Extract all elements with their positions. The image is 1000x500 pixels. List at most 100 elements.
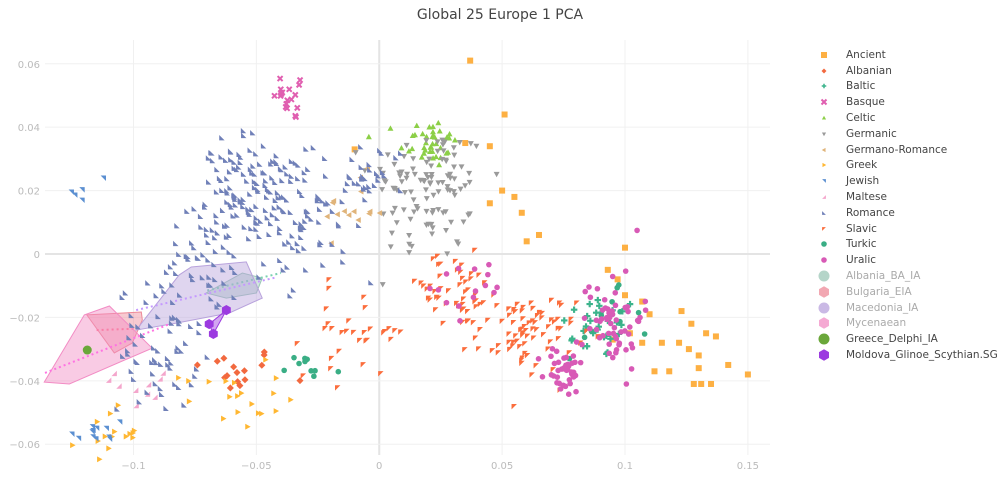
legend-item-celtic[interactable]: Celtic bbox=[818, 110, 998, 126]
romance-point bbox=[120, 353, 126, 359]
germanic-point bbox=[391, 186, 398, 192]
x-tick-label: −0.1 bbox=[121, 461, 145, 472]
greek-point bbox=[263, 356, 269, 363]
germanic-point bbox=[403, 142, 410, 149]
uralic-point bbox=[628, 366, 635, 372]
legend-item-basque[interactable]: Basque bbox=[818, 94, 998, 110]
romance-point bbox=[342, 187, 349, 193]
slavic-point bbox=[437, 273, 443, 280]
germanic-point bbox=[393, 220, 400, 226]
x-tick-label: 0.05 bbox=[491, 461, 513, 472]
albanian-point bbox=[233, 369, 241, 377]
legend-item-maltese[interactable]: Maltese bbox=[818, 189, 998, 205]
legend-marker-icon bbox=[821, 68, 827, 74]
legend-item-albania-ba-ia[interactable]: Albania_BA_IA bbox=[818, 268, 998, 284]
legend-item-jewish[interactable]: Jewish bbox=[818, 173, 998, 189]
legend-item-albanian[interactable]: Albanian bbox=[818, 63, 998, 79]
uralic-point bbox=[586, 284, 592, 290]
romance-point bbox=[273, 152, 280, 159]
slavic-point bbox=[568, 320, 574, 327]
romance-point bbox=[274, 189, 281, 196]
uralic-point bbox=[642, 298, 649, 305]
legend-item-romance[interactable]: Romance bbox=[818, 205, 998, 221]
greek-point bbox=[239, 390, 245, 397]
legend-item-germanic[interactable]: Germanic bbox=[818, 126, 998, 142]
romance-point bbox=[232, 269, 238, 276]
ancient-point bbox=[639, 298, 646, 305]
romance-point bbox=[206, 179, 212, 185]
baltic-point bbox=[582, 323, 590, 330]
legend-item-uralic[interactable]: Uralic bbox=[818, 252, 998, 268]
celtic-point bbox=[451, 137, 458, 143]
legend-item-bulgaria-eia[interactable]: Bulgaria_EIA bbox=[818, 284, 998, 300]
slavic-point bbox=[506, 306, 512, 312]
romance-point bbox=[245, 206, 251, 212]
legend-item-baltic[interactable]: Baltic bbox=[818, 79, 998, 95]
romance-point bbox=[261, 261, 267, 267]
romance-point bbox=[298, 234, 304, 240]
legend-item-greek[interactable]: Greek bbox=[818, 158, 998, 174]
greek-point bbox=[288, 396, 294, 403]
slavic-point bbox=[476, 272, 482, 279]
slavic-point bbox=[511, 403, 517, 410]
legend-item-moldova-glinoe-scythian-sg[interactable]: Moldova_Glinoe_Scythian.SG bbox=[818, 347, 998, 363]
basque-point bbox=[295, 81, 303, 89]
romance-point bbox=[229, 264, 235, 270]
ancient-point bbox=[518, 209, 525, 216]
romance-point bbox=[207, 282, 214, 288]
legend-item-turkic[interactable]: Turkic bbox=[818, 237, 998, 253]
germanic-point bbox=[403, 175, 410, 182]
germanic-point bbox=[430, 207, 437, 214]
romance-point bbox=[299, 192, 305, 199]
romance-point bbox=[356, 180, 362, 187]
ancient-point bbox=[523, 238, 530, 245]
ancient-point bbox=[622, 244, 628, 251]
slavic-point bbox=[514, 301, 521, 308]
uralic-point bbox=[577, 359, 584, 366]
greek-point bbox=[102, 433, 109, 440]
legend-item-macedonia-ia[interactable]: Macedonia_IA bbox=[818, 300, 998, 316]
germanic-point bbox=[423, 138, 430, 144]
baltic-point bbox=[594, 296, 602, 304]
y-tick-label: 0.06 bbox=[18, 60, 40, 71]
romance-point bbox=[279, 177, 285, 184]
slavic-point bbox=[507, 346, 513, 353]
uralic-point bbox=[622, 304, 629, 311]
romance-point bbox=[232, 202, 239, 208]
uralic-point bbox=[587, 294, 594, 301]
germanic-point bbox=[377, 166, 384, 173]
legend-item-germano-romance[interactable]: Germano-Romance bbox=[818, 142, 998, 158]
legend-item-mycenaean[interactable]: Mycenaean bbox=[818, 316, 998, 332]
romance-point bbox=[157, 385, 164, 392]
slavic-point bbox=[510, 343, 516, 349]
greek-point bbox=[249, 401, 255, 407]
legend-item-greece-delphi-ia[interactable]: Greece_Delphi_IA bbox=[818, 331, 998, 347]
legend-item-ancient[interactable]: Ancient bbox=[818, 47, 998, 63]
romance-point bbox=[131, 376, 137, 382]
uralic-point bbox=[606, 350, 613, 357]
ancient-point bbox=[499, 187, 506, 194]
romance-point bbox=[128, 368, 135, 374]
germanic-point bbox=[466, 170, 473, 177]
germanic-point bbox=[407, 216, 414, 223]
legend-marker-icon bbox=[819, 286, 829, 298]
baltic-point bbox=[580, 327, 587, 335]
slavic-point bbox=[472, 247, 478, 254]
romance-point bbox=[224, 175, 230, 182]
romance-point bbox=[256, 274, 262, 280]
romance-point bbox=[231, 159, 237, 165]
legend-item-slavic[interactable]: Slavic bbox=[818, 221, 998, 237]
romance-point bbox=[152, 356, 158, 363]
ancient-point bbox=[467, 57, 474, 64]
uralic-point bbox=[471, 266, 478, 272]
germanic-point bbox=[429, 231, 435, 237]
romance-point bbox=[216, 175, 223, 182]
uralic-point bbox=[628, 341, 635, 347]
romance-point bbox=[298, 226, 304, 233]
germanic-point bbox=[428, 172, 435, 178]
slavic-point bbox=[300, 373, 307, 379]
romance-point bbox=[288, 173, 295, 179]
maltese-point bbox=[111, 370, 117, 377]
uralic-point bbox=[456, 303, 462, 309]
slavic-point bbox=[524, 353, 531, 359]
